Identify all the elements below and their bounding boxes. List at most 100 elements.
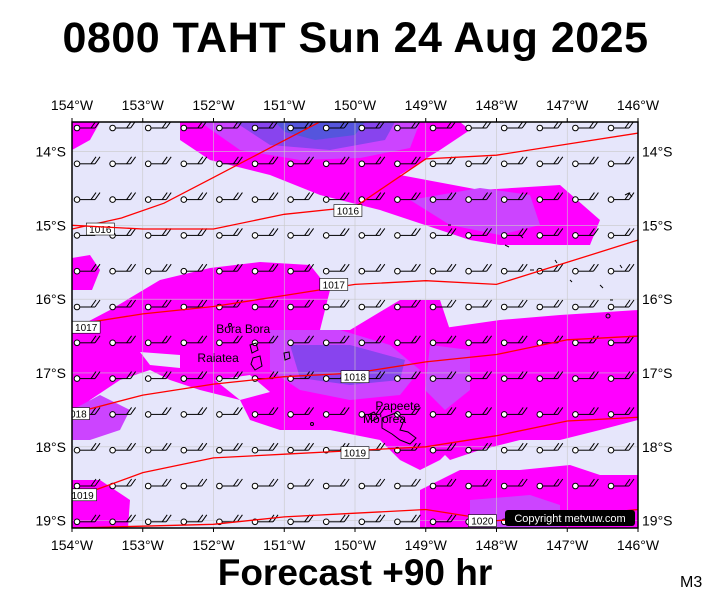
longitude-tick-label: 152°W	[192, 97, 235, 113]
wind-barb	[429, 122, 456, 132]
wind-barb	[73, 442, 101, 454]
atoll-3	[519, 234, 524, 239]
wind-barb	[500, 263, 528, 275]
wind-barb	[73, 299, 101, 311]
longitude-tick-label: 153°W	[122, 97, 165, 113]
wind-barb	[109, 192, 137, 203]
place-name: Papeete	[375, 399, 420, 413]
latitude-tick-label: 19°S	[642, 513, 673, 529]
wind-barb	[394, 478, 421, 490]
longitude-tick-label: 150°W	[334, 537, 377, 553]
wind-barb	[216, 263, 243, 275]
svg-text:1017: 1017	[323, 280, 346, 291]
wind-barb	[216, 335, 243, 347]
longitude-tick-label: 153°W	[122, 537, 165, 553]
wind-barb	[109, 371, 137, 382]
wind-barb	[394, 192, 421, 203]
wind-barb	[429, 156, 457, 168]
wind-barb	[322, 299, 350, 311]
wind-barb	[216, 228, 243, 239]
wind-barb	[144, 514, 172, 526]
wind-barb	[251, 228, 279, 239]
copyright-box	[505, 510, 635, 526]
map-title: 0800 TAHT Sun 24 Aug 2025	[62, 14, 649, 62]
wind-barb	[73, 263, 101, 275]
wind-barb	[572, 371, 599, 382]
wind-barb	[109, 299, 137, 311]
wind-barb	[109, 156, 137, 168]
isobar-label: 1016	[86, 222, 115, 236]
wind-barb	[144, 478, 172, 490]
wind-barb	[358, 228, 386, 239]
latitude-labels-left: 14°S 15°S 16°S 17°S 18°S 19°S	[35, 144, 66, 529]
atoll-11	[569, 279, 573, 283]
wind-barb	[287, 514, 315, 526]
wind-barb	[322, 156, 350, 168]
wind-barb	[572, 192, 599, 203]
wind-barb	[144, 335, 172, 347]
wind-barb	[572, 299, 599, 311]
wind-barb	[251, 442, 279, 454]
wind-barb	[358, 478, 386, 490]
wind-barb	[216, 371, 243, 382]
isobar-label: 1020	[468, 514, 497, 528]
wind-barb	[536, 299, 564, 311]
wind-barb	[216, 442, 243, 454]
wind-barb	[144, 156, 172, 168]
wind-barb	[465, 299, 493, 311]
wind-barb	[287, 122, 314, 132]
wind-barb	[429, 299, 457, 311]
wind-barb	[322, 192, 350, 203]
raiatea-island	[250, 355, 263, 371]
wind-barb	[429, 371, 457, 382]
wind-barb	[180, 335, 208, 347]
wind-barb	[394, 514, 421, 526]
wind-barb	[287, 335, 315, 347]
wind-barb	[429, 335, 457, 347]
wind-barb	[465, 263, 493, 275]
wind-barb	[180, 478, 208, 490]
wind-barb	[536, 192, 564, 203]
wind-barb	[429, 192, 457, 203]
wind-barb	[73, 371, 101, 382]
wind-barb	[73, 335, 101, 347]
wind-barb	[465, 371, 493, 382]
wind-barb	[73, 192, 101, 203]
atoll-8	[605, 313, 611, 319]
svg-text:1017: 1017	[75, 323, 98, 334]
svg-text:1019: 1019	[344, 449, 367, 460]
latitude-tick-label: 14°S	[642, 144, 673, 160]
tupai-island	[228, 323, 232, 327]
wind-barb	[607, 299, 635, 311]
wind-barb	[73, 514, 101, 526]
isobar-label: 1017	[72, 320, 101, 334]
model-label: M3	[680, 574, 703, 591]
wind-barb	[429, 407, 457, 418]
wind-barb	[394, 371, 421, 382]
wind-barb	[607, 192, 635, 203]
isobar-label: 1019	[340, 446, 370, 460]
wind-barb	[465, 335, 493, 347]
longitude-tick-label: 149°W	[405, 97, 448, 113]
wind-barb	[536, 407, 564, 418]
tahiti-island	[381, 412, 417, 445]
wind-barb	[465, 407, 493, 418]
latitude-tick-label: 18°S	[35, 439, 66, 455]
islands	[228, 192, 633, 445]
wind-barb	[322, 514, 350, 526]
wind-barb	[287, 156, 315, 168]
latitude-tick-label: 14°S	[35, 144, 66, 160]
wind-barb	[251, 192, 279, 203]
wind-barb	[358, 299, 386, 311]
wind-barb	[607, 478, 635, 490]
wind-barb	[251, 156, 279, 168]
wind-barb	[180, 514, 208, 526]
wind-barb	[358, 407, 386, 418]
wind-barb	[500, 299, 528, 311]
wind-barb	[500, 122, 528, 132]
place-name: Bora Bora	[216, 322, 270, 336]
longitude-tick-label: 149°W	[405, 537, 448, 553]
copyright-text: Copyright metvuw.com	[514, 513, 625, 525]
